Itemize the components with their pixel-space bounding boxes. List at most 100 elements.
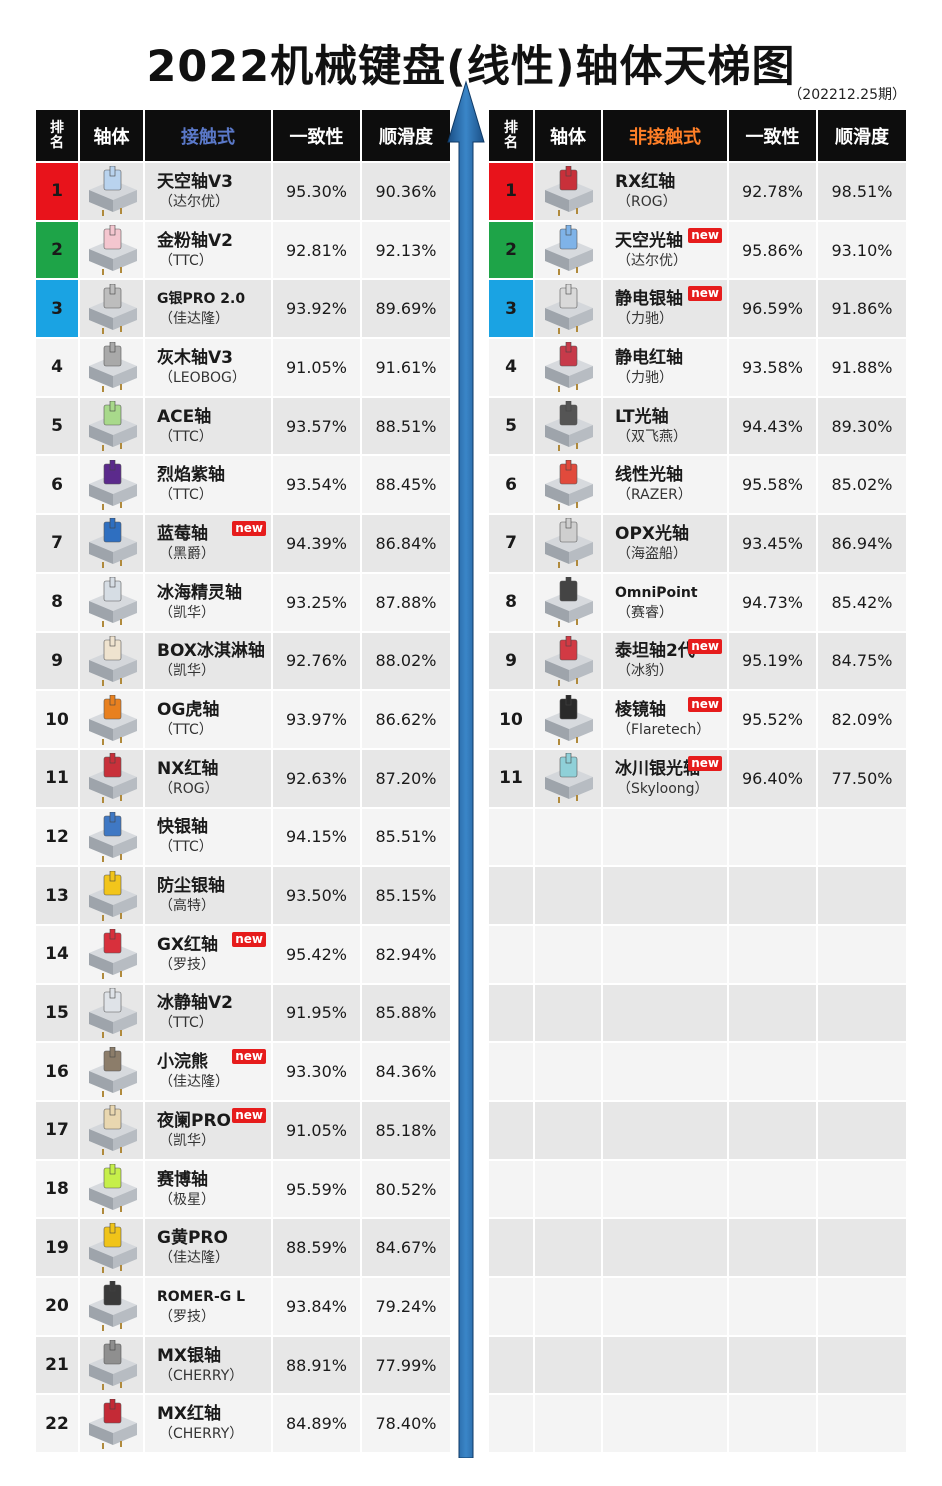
empty-row: [489, 984, 906, 1042]
smoothness-cell: 86.84%: [362, 515, 450, 572]
table-row: 4 灰木轴V3 （LEOBOG） 91.05% 91.61%: [36, 339, 450, 396]
empty-cell: [535, 1043, 603, 1100]
header-smoothness: 顺滑度: [818, 110, 906, 161]
smoothness-cell: 86.62%: [362, 691, 450, 748]
table-row: 7 蓝莓轴 （黑爵） new 94.39% 86.84%: [36, 515, 450, 572]
switch-name-cell: OPX光轴 （海盗船）: [603, 515, 729, 572]
switch-brand: （TTC）: [159, 252, 213, 269]
switch-image-cell: [80, 339, 145, 396]
switch-image-cell: [80, 925, 145, 983]
switch-brand: （罗技）: [159, 956, 215, 973]
empty-row: [489, 1219, 906, 1277]
switch-brand: （ROG）: [159, 780, 219, 797]
switch-name: OmniPoint: [615, 584, 698, 601]
empty-cell: [818, 1160, 906, 1218]
empty-cell: [729, 1395, 818, 1453]
table-row: 7 OPX光轴 （海盗船） 93.45% 86.94%: [489, 515, 906, 572]
switch-image-icon: [88, 1398, 137, 1449]
rank-cell: 5: [489, 397, 535, 455]
table-row: 4 静电红轴 （力驰） 93.58% 91.88%: [489, 339, 906, 396]
rank-cell: 2: [489, 221, 535, 279]
switch-name-cell: 烈焰紫轴 （TTC）: [145, 456, 273, 514]
empty-cell: [818, 808, 906, 866]
empty-cell: [535, 1278, 603, 1335]
smoothness-cell: 91.61%: [362, 339, 450, 396]
header-rank: 排 名: [36, 110, 80, 161]
switch-image-cell: [535, 515, 603, 572]
table-row: 6 烈焰紫轴 （TTC） 93.54% 88.45%: [36, 456, 450, 514]
switch-name-cell: MX银轴 （CHERRY）: [145, 1336, 273, 1394]
consistency-cell: 92.76%: [273, 632, 362, 690]
switch-image-icon: [88, 1164, 137, 1215]
switch-name-cell: 赛博轴 （极星）: [145, 1160, 273, 1218]
switch-brand: （LEOBOG）: [159, 369, 246, 386]
rank-cell: 3: [36, 280, 80, 338]
switch-image-icon: [88, 283, 137, 334]
header-rank: 排 名: [489, 110, 535, 161]
empty-cell: [729, 1160, 818, 1218]
switch-image-cell: [80, 1278, 145, 1335]
smoothness-cell: 89.69%: [362, 280, 450, 338]
switch-name: 静电红轴: [615, 347, 683, 368]
rank-cell: 16: [36, 1043, 80, 1100]
switch-name-cell: LT光轴 （双飞燕）: [603, 397, 729, 455]
header-smoothness: 顺滑度: [362, 110, 450, 161]
rank-cell: 19: [36, 1219, 80, 1277]
consistency-cell: 93.58%: [729, 339, 818, 396]
smoothness-cell: 91.88%: [818, 339, 906, 396]
empty-cell: [729, 984, 818, 1042]
switch-image-cell: [80, 515, 145, 572]
empty-row: [489, 808, 906, 866]
rank-cell: 5: [36, 397, 80, 455]
page-title: 2022机械键盘(线性)轴体天梯图: [146, 42, 796, 92]
table-row: 18 赛博轴 （极星） 95.59% 80.52%: [36, 1160, 450, 1218]
header-rank-top: 排: [50, 119, 64, 136]
empty-cell: [535, 1336, 603, 1394]
switch-image-cell: [80, 984, 145, 1042]
rank-cell: 4: [489, 339, 535, 396]
table-row: 11 冰川银光轴 （Skyloong） new 96.40% 77.50%: [489, 749, 906, 807]
switch-image-cell: [80, 221, 145, 279]
table-row: 21 MX银轴 （CHERRY） 88.91% 77.99%: [36, 1336, 450, 1394]
switch-brand: （达尔优）: [159, 193, 229, 210]
consistency-cell: 96.40%: [729, 749, 818, 807]
smoothness-cell: 82.94%: [362, 925, 450, 983]
switch-brand: （ROG）: [617, 193, 677, 210]
switch-name-cell: 线性光轴 （RAZER）: [603, 456, 729, 514]
header-consistency: 一致性: [273, 110, 362, 161]
switch-name-cell: 蓝莓轴 （黑爵） new: [145, 515, 273, 572]
switch-name-cell: 天空轴V3 （达尔优）: [145, 163, 273, 220]
switch-name: 棱镜轴: [615, 700, 666, 721]
smoothness-cell: 98.51%: [818, 163, 906, 220]
rank-cell: 3: [489, 280, 535, 338]
switch-image-cell: [80, 1395, 145, 1453]
empty-cell: [729, 1219, 818, 1277]
empty-cell: [535, 925, 603, 983]
consistency-cell: 93.92%: [273, 280, 362, 338]
consistency-cell: 94.39%: [273, 515, 362, 572]
consistency-cell: 92.78%: [729, 163, 818, 220]
switch-brand: （佳达隆）: [159, 1074, 229, 1091]
rank-cell: 14: [36, 925, 80, 983]
switch-brand: （赛睿）: [617, 604, 673, 621]
smoothness-cell: 91.86%: [818, 280, 906, 338]
smoothness-cell: 77.99%: [362, 1336, 450, 1394]
switch-image-icon: [545, 225, 593, 276]
header-switch: 轴体: [80, 110, 145, 161]
rank-cell: 7: [489, 515, 535, 572]
empty-cell: [818, 1102, 906, 1159]
table-row: 13 防尘银轴 （高特） 93.50% 85.15%: [36, 867, 450, 924]
table-row: 14 GX红轴 （罗技） new 95.42% 82.94%: [36, 925, 450, 983]
table-row: 17 夜阑PRO （凯华） new 91.05% 85.18%: [36, 1102, 450, 1159]
smoothness-cell: 84.67%: [362, 1219, 450, 1277]
switch-name-cell: RX红轴 （ROG）: [603, 163, 729, 220]
switch-image-cell: [535, 456, 603, 514]
rank-cell: 4: [36, 339, 80, 396]
empty-cell: [489, 984, 535, 1042]
consistency-cell: 93.97%: [273, 691, 362, 748]
switch-image-cell: [535, 573, 603, 631]
ranking-arrow-icon: [447, 80, 485, 1458]
empty-cell: [603, 808, 729, 866]
header-switch: 轴体: [535, 110, 603, 161]
switch-image-cell: [80, 808, 145, 866]
